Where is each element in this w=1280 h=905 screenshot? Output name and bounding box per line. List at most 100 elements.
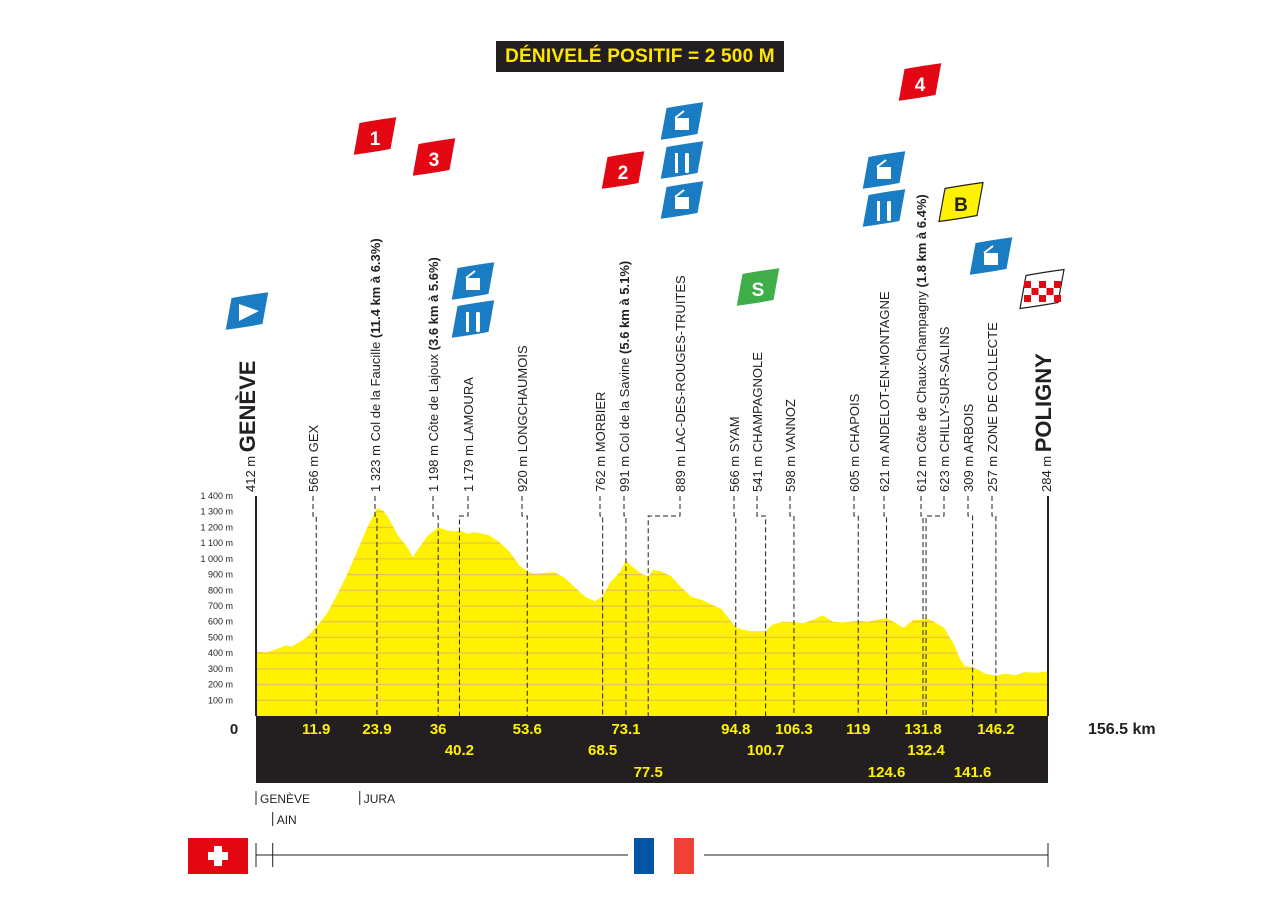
climb-detail: (3.6 km à 5.6%) (426, 257, 441, 354)
fork-icon (877, 201, 880, 221)
climb-detail: (5.6 km à 5.1%) (617, 261, 632, 358)
waypoint-altitude: 612 m (914, 452, 929, 492)
finish-check-square (1054, 281, 1061, 288)
waypoint-label: 566 m SYAM (727, 416, 742, 492)
y-tick-label: 700 m (208, 601, 233, 611)
climb-detail: (1.8 km à 6.4%) (914, 194, 929, 291)
climb-flag-label: 4 (915, 75, 926, 96)
waypoint-altitude: 598 m (783, 452, 798, 492)
waypoint-leader-line (458, 496, 469, 716)
waypoint-altitude: 621 m (877, 453, 892, 492)
sprint-flag-shape (735, 266, 781, 308)
waypoint-label: 991 m Col de la Savine (5.6 km à 5.1%) (617, 261, 632, 492)
waypoint-label: 762 m MORBIER (593, 392, 608, 492)
waypoint-leader-line (883, 496, 888, 716)
waypoint-label: 612 m Côte de Chaux-Champagny (1.8 km à … (914, 194, 929, 492)
start-badge (224, 290, 270, 332)
food-badge (450, 298, 496, 340)
waypoint-name: GEX (306, 424, 321, 452)
food-flag-shape (659, 139, 705, 181)
waypoint-label: 309 m ARBOIS (961, 404, 976, 492)
ground-band (256, 716, 1048, 783)
waypoint-leader-line (647, 496, 681, 716)
km-marker-label: 100.7 (747, 742, 785, 759)
waypoint-label: 1 198 m Côte de Lajoux (3.6 km à 5.6%) (426, 257, 441, 492)
feed-bag-icon (675, 197, 689, 209)
km-marker-label: 23.9 (362, 721, 391, 738)
waypoint-c-te-de-lajoux: 1 198 m Côte de Lajoux (3.6 km à 5.6%) (426, 257, 441, 716)
waypoint-label: 566 m GEX (306, 424, 321, 492)
waypoint-label: 621 m ANDELOT-EN-MONTAGNE (877, 291, 892, 492)
km-marker-label: 119 (846, 721, 870, 738)
waypoint-altitude: 920 m (515, 452, 530, 492)
y-tick-label: 500 m (208, 632, 233, 642)
waypoint-col-de-la-savine: 991 m Col de la Savine (5.6 km à 5.1%) (617, 261, 632, 716)
waypoint-name: LAMOURA (461, 377, 476, 442)
elevation-gain-title: DÉNIVELÉ POSITIF = 2 500 M (496, 41, 784, 72)
climb-flag-shape (352, 115, 398, 157)
feed-bag-strap (876, 159, 887, 168)
feed-bag-strap (465, 270, 476, 279)
bonus-badge: B (938, 181, 984, 223)
finish-flag-shape (1019, 268, 1065, 310)
waypoint-altitude: 309 m (961, 453, 976, 492)
elevation-profile (256, 508, 1048, 716)
x-end-label: 156.5 km (1088, 721, 1156, 738)
finish-check-square (1024, 295, 1031, 302)
climb-flag-label: 3 (429, 150, 440, 171)
climb-flag-shape (600, 149, 646, 191)
finish-check-square (1031, 288, 1039, 295)
waypoint-name: CHAPOIS (847, 393, 862, 452)
km-marker-label: 106.3 (775, 721, 813, 738)
waypoint-leader-line (853, 496, 859, 716)
x-start-label: 0 (230, 721, 238, 738)
waypoint-label: 605 m CHAPOIS (847, 393, 862, 492)
km-marker-label: 68.5 (588, 742, 617, 759)
waypoint-champagnole: 541 m CHAMPAGNOLE (750, 352, 767, 716)
food-flag-shape (861, 187, 907, 229)
waypoint-leader-line (432, 496, 439, 716)
waypoint-label: 541 m CHAMPAGNOLE (750, 352, 765, 492)
waypoint-name: Côte de Chaux-Champagny (914, 291, 929, 453)
finish-check-square (1039, 295, 1046, 302)
waypoint-altitude: 605 m (847, 452, 862, 492)
km-marker-label: 40.2 (445, 742, 474, 759)
waypoint-lac-des-rouges-truites: 889 m LAC-DES-ROUGES-TRUITES (647, 275, 688, 716)
waypoint-name: LONGCHAUMOIS (515, 345, 530, 452)
waypoint-name: SYAM (727, 416, 742, 452)
knife-icon (887, 201, 891, 221)
finish-check-square (1024, 281, 1031, 288)
waypoint-leader-line (967, 496, 974, 716)
waypoint-label: 920 m LONGCHAUMOIS (515, 345, 530, 492)
km-marker-label: 94.8 (721, 721, 750, 738)
waypoint-altitude: 412 m (243, 452, 258, 492)
region-label: AIN (277, 813, 297, 827)
waypoint-altitude: 1 198 m (426, 441, 441, 492)
feed-bag-strap (674, 110, 685, 119)
waypoint-name: ANDELOT-EN-MONTAGNE (877, 291, 892, 453)
climb-flag-shape (411, 136, 457, 178)
waypoint-label: 598 m VANNOZ (783, 399, 798, 492)
feed-bag-strap (674, 189, 685, 198)
waypoint-arbois: 309 m ARBOIS (961, 404, 976, 716)
feed-badge (861, 149, 907, 191)
waypoint-label: 1 179 m LAMOURA (461, 377, 476, 492)
waypoint-label: 1 323 m Col de la Faucille (11.4 km à 6.… (368, 238, 383, 492)
y-tick-label: 800 m (208, 585, 233, 595)
waypoint-poligny: 284 m POLIGNY (1031, 353, 1056, 492)
waypoint-andelot-en-montagne: 621 m ANDELOT-EN-MONTAGNE (877, 291, 892, 716)
french-flag-red (674, 838, 694, 874)
waypoint-leader-line (312, 496, 317, 716)
waypoint-leader-line (920, 496, 924, 716)
km-marker-label: 77.5 (634, 764, 663, 781)
waypoint-name: Col de la Faucille (368, 342, 383, 442)
y-tick-label: 100 m (208, 695, 233, 705)
km-marker-label: 124.6 (868, 764, 906, 781)
feed-badge (659, 179, 705, 221)
region-label: JURA (364, 792, 395, 806)
climb-badge: 4 (897, 61, 943, 103)
waypoint-label: 284 m POLIGNY (1031, 353, 1056, 492)
waypoint-label: 257 m ZONE DE COLLECTE (985, 322, 1000, 492)
climb-flag-label: 1 (370, 129, 381, 150)
